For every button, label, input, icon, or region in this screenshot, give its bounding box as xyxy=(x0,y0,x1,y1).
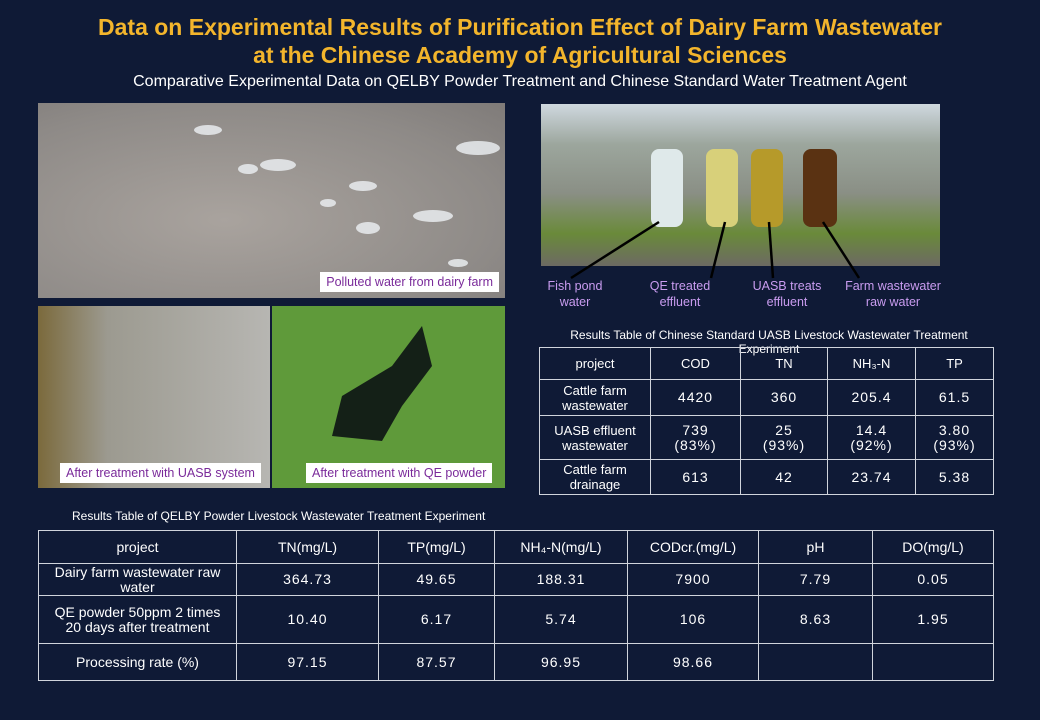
table-cell: 7900 xyxy=(627,563,759,596)
table-cell: 8.63 xyxy=(758,595,873,644)
table-cell: 61.5 xyxy=(915,379,994,416)
table-cell: 96.95 xyxy=(494,643,628,681)
header-cell: TP xyxy=(915,347,994,380)
table-cell: 106 xyxy=(627,595,759,644)
table-row: Cattle farm drainage 613 42 23.74 5.38 xyxy=(539,459,994,495)
header-cell: NH₄-N(mg/L) xyxy=(494,530,628,564)
empty-cell xyxy=(872,643,994,681)
table-cell: 87.57 xyxy=(378,643,495,681)
uasb-table: project COD TN NH₃-N TP Cattle farm wastewate… xyxy=(539,347,994,495)
table-cell: 6.17 xyxy=(378,595,495,644)
duckweed xyxy=(332,326,432,441)
table-cell: 360 xyxy=(740,379,828,416)
table-cell: 188.31 xyxy=(494,563,628,596)
header-cell: project xyxy=(539,347,651,380)
table-cell: 10.40 xyxy=(236,595,379,644)
table-row: UASB effluent wastewater 739 (83%) 25 (93%… xyxy=(539,415,994,460)
header-cell: TN(mg/L) xyxy=(236,530,379,564)
bottles xyxy=(651,149,837,227)
header-cell: TN xyxy=(740,347,828,380)
header-cell: NH₃-N xyxy=(827,347,916,380)
table-cell: 0.05 xyxy=(872,563,994,596)
header-cell: DO(mg/L) xyxy=(872,530,994,564)
photo-caption: After treatment with QE powder xyxy=(306,463,493,483)
arrows xyxy=(570,220,861,280)
title-line: Data on Experimental Results of Purifica… xyxy=(98,14,942,40)
table-row: Dairy farm wastewater raw water 364.73 49.… xyxy=(38,563,994,596)
table-cell: 613 xyxy=(650,459,741,495)
table-cell: 205.4 xyxy=(827,379,916,416)
table-cell: Cattle farm drainage xyxy=(539,459,651,495)
title-line: at the Chinese Academy of Agricultural S… xyxy=(253,42,787,68)
table-cell: 3.80 (93%) xyxy=(915,415,994,460)
table-row: Cattle farm wastewater 4420 360 205.4 61.5 xyxy=(539,379,994,416)
table-header: project COD TN NH₃-N TP xyxy=(539,347,994,380)
table-row: QE powder 50ppm 2 times 20 days after tr… xyxy=(38,595,994,644)
table-cell: 739 (83%) xyxy=(650,415,741,460)
table-cell: QE powder 50ppm 2 times 20 days after tr… xyxy=(38,595,237,644)
qe-table: project TN(mg/L) TP(mg/L) NH₄-N(mg/L) CODcr.… xyxy=(38,530,994,681)
table-cell: 97.15 xyxy=(236,643,379,681)
table-cell: Cattle farm wastewater xyxy=(539,379,651,416)
table-cell: UASB effluent wastewater xyxy=(539,415,651,460)
header-cell: project xyxy=(38,530,237,564)
bottle-label: Fish pond water xyxy=(547,279,603,309)
table-header: project TN(mg/L) TP(mg/L) NH₄-N(mg/L) CODcr.… xyxy=(38,530,994,564)
table-cell: 42 xyxy=(740,459,828,495)
photo-caption: After treatment with UASB system xyxy=(60,463,261,483)
table-cell: 5.38 xyxy=(915,459,994,495)
bottle-label: Farm wastewater raw water xyxy=(845,279,941,309)
table-cell: 14.4 (92%) xyxy=(827,415,916,460)
photo-bottles xyxy=(541,104,940,266)
table-cell: 7.79 xyxy=(758,563,873,596)
header-cell: CODcr.(mg/L) xyxy=(627,530,759,564)
table-cell: 4420 xyxy=(650,379,741,416)
subtitle: Comparative Experimental Data on QELBY P… xyxy=(133,73,907,90)
table-cell: 1.95 xyxy=(872,595,994,644)
photo-polluted: Polluted water from dairy farm xyxy=(38,103,505,298)
table-cell: 364.73 xyxy=(236,563,379,596)
empty-cell xyxy=(758,643,873,681)
table-row: Processing rate (%) 97.15 87.57 96.95 98.66 xyxy=(38,643,994,681)
table-title: Results Table of QELBY Powder Livestock … xyxy=(72,509,486,523)
header-cell: pH xyxy=(758,530,873,564)
table-cell: 25 (93%) xyxy=(740,415,828,460)
header-cell: TP(mg/L) xyxy=(378,530,495,564)
photo-uasb: After treatment with UASB system xyxy=(38,306,270,488)
table-cell: Dairy farm wastewater raw water xyxy=(38,563,237,596)
bottle-label: QE treated effluent xyxy=(649,279,711,309)
header-cell: COD xyxy=(650,347,741,380)
photo-caption: Polluted water from dairy farm xyxy=(320,272,499,292)
photo-qe: After treatment with QE powder xyxy=(272,306,505,488)
foam xyxy=(194,125,500,267)
table-cell: 5.74 xyxy=(494,595,628,644)
table-cell: 98.66 xyxy=(627,643,759,681)
bottle-label: UASB treats effluent xyxy=(752,279,822,309)
table-cell: 23.74 xyxy=(827,459,916,495)
table-cell: 49.65 xyxy=(378,563,495,596)
table-cell: Processing rate (%) xyxy=(38,643,237,681)
